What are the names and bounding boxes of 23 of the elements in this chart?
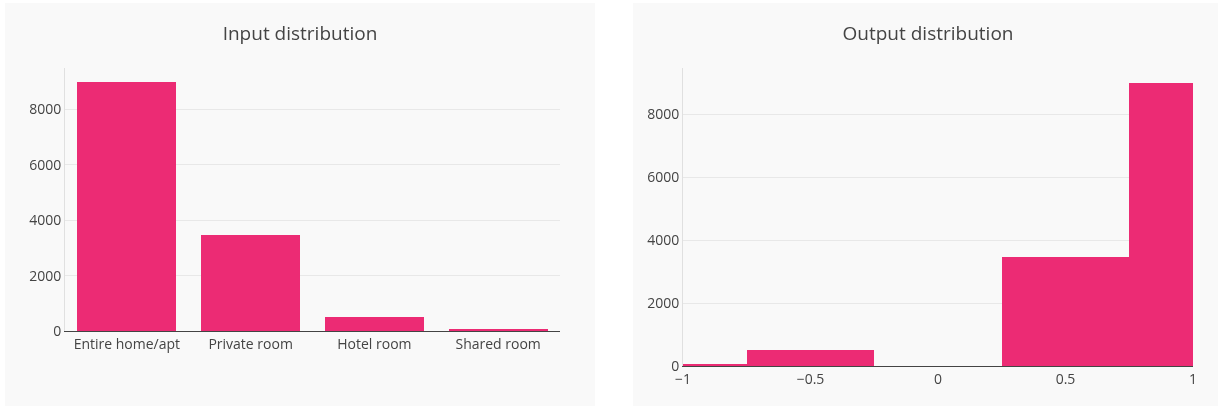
y-tick-label: 8000 [29,99,62,119]
chart-title: Input distribution [222,20,378,47]
x-tick-label: −0.5 [796,368,825,388]
y-tick-label: 2000 [29,265,62,285]
y-tick-label: 0 [53,320,62,340]
y-tick-label: 4000 [29,210,62,230]
y-tick-label: 2000 [647,292,680,312]
y-tick-label: 4000 [647,230,680,250]
bar [325,317,424,331]
x-tick-label: 0 [933,368,943,388]
x-tick-label: Entire home/apt [73,333,181,353]
x-tick-label: Shared room [455,333,541,353]
bar [201,235,300,331]
y-tick-label: 0 [671,355,680,375]
bar [77,82,176,331]
x-tick-label: 0.5 [1055,368,1076,388]
y-tick-label: 6000 [29,154,62,174]
chart-title: Output distribution [842,20,1014,47]
y-tick-label: 6000 [647,167,680,187]
y-tick-label: 8000 [647,104,680,124]
x-tick-label: 1 [1188,368,1198,388]
x-tick-label: Private room [208,333,293,353]
x-tick-label: Hotel room [337,333,412,353]
